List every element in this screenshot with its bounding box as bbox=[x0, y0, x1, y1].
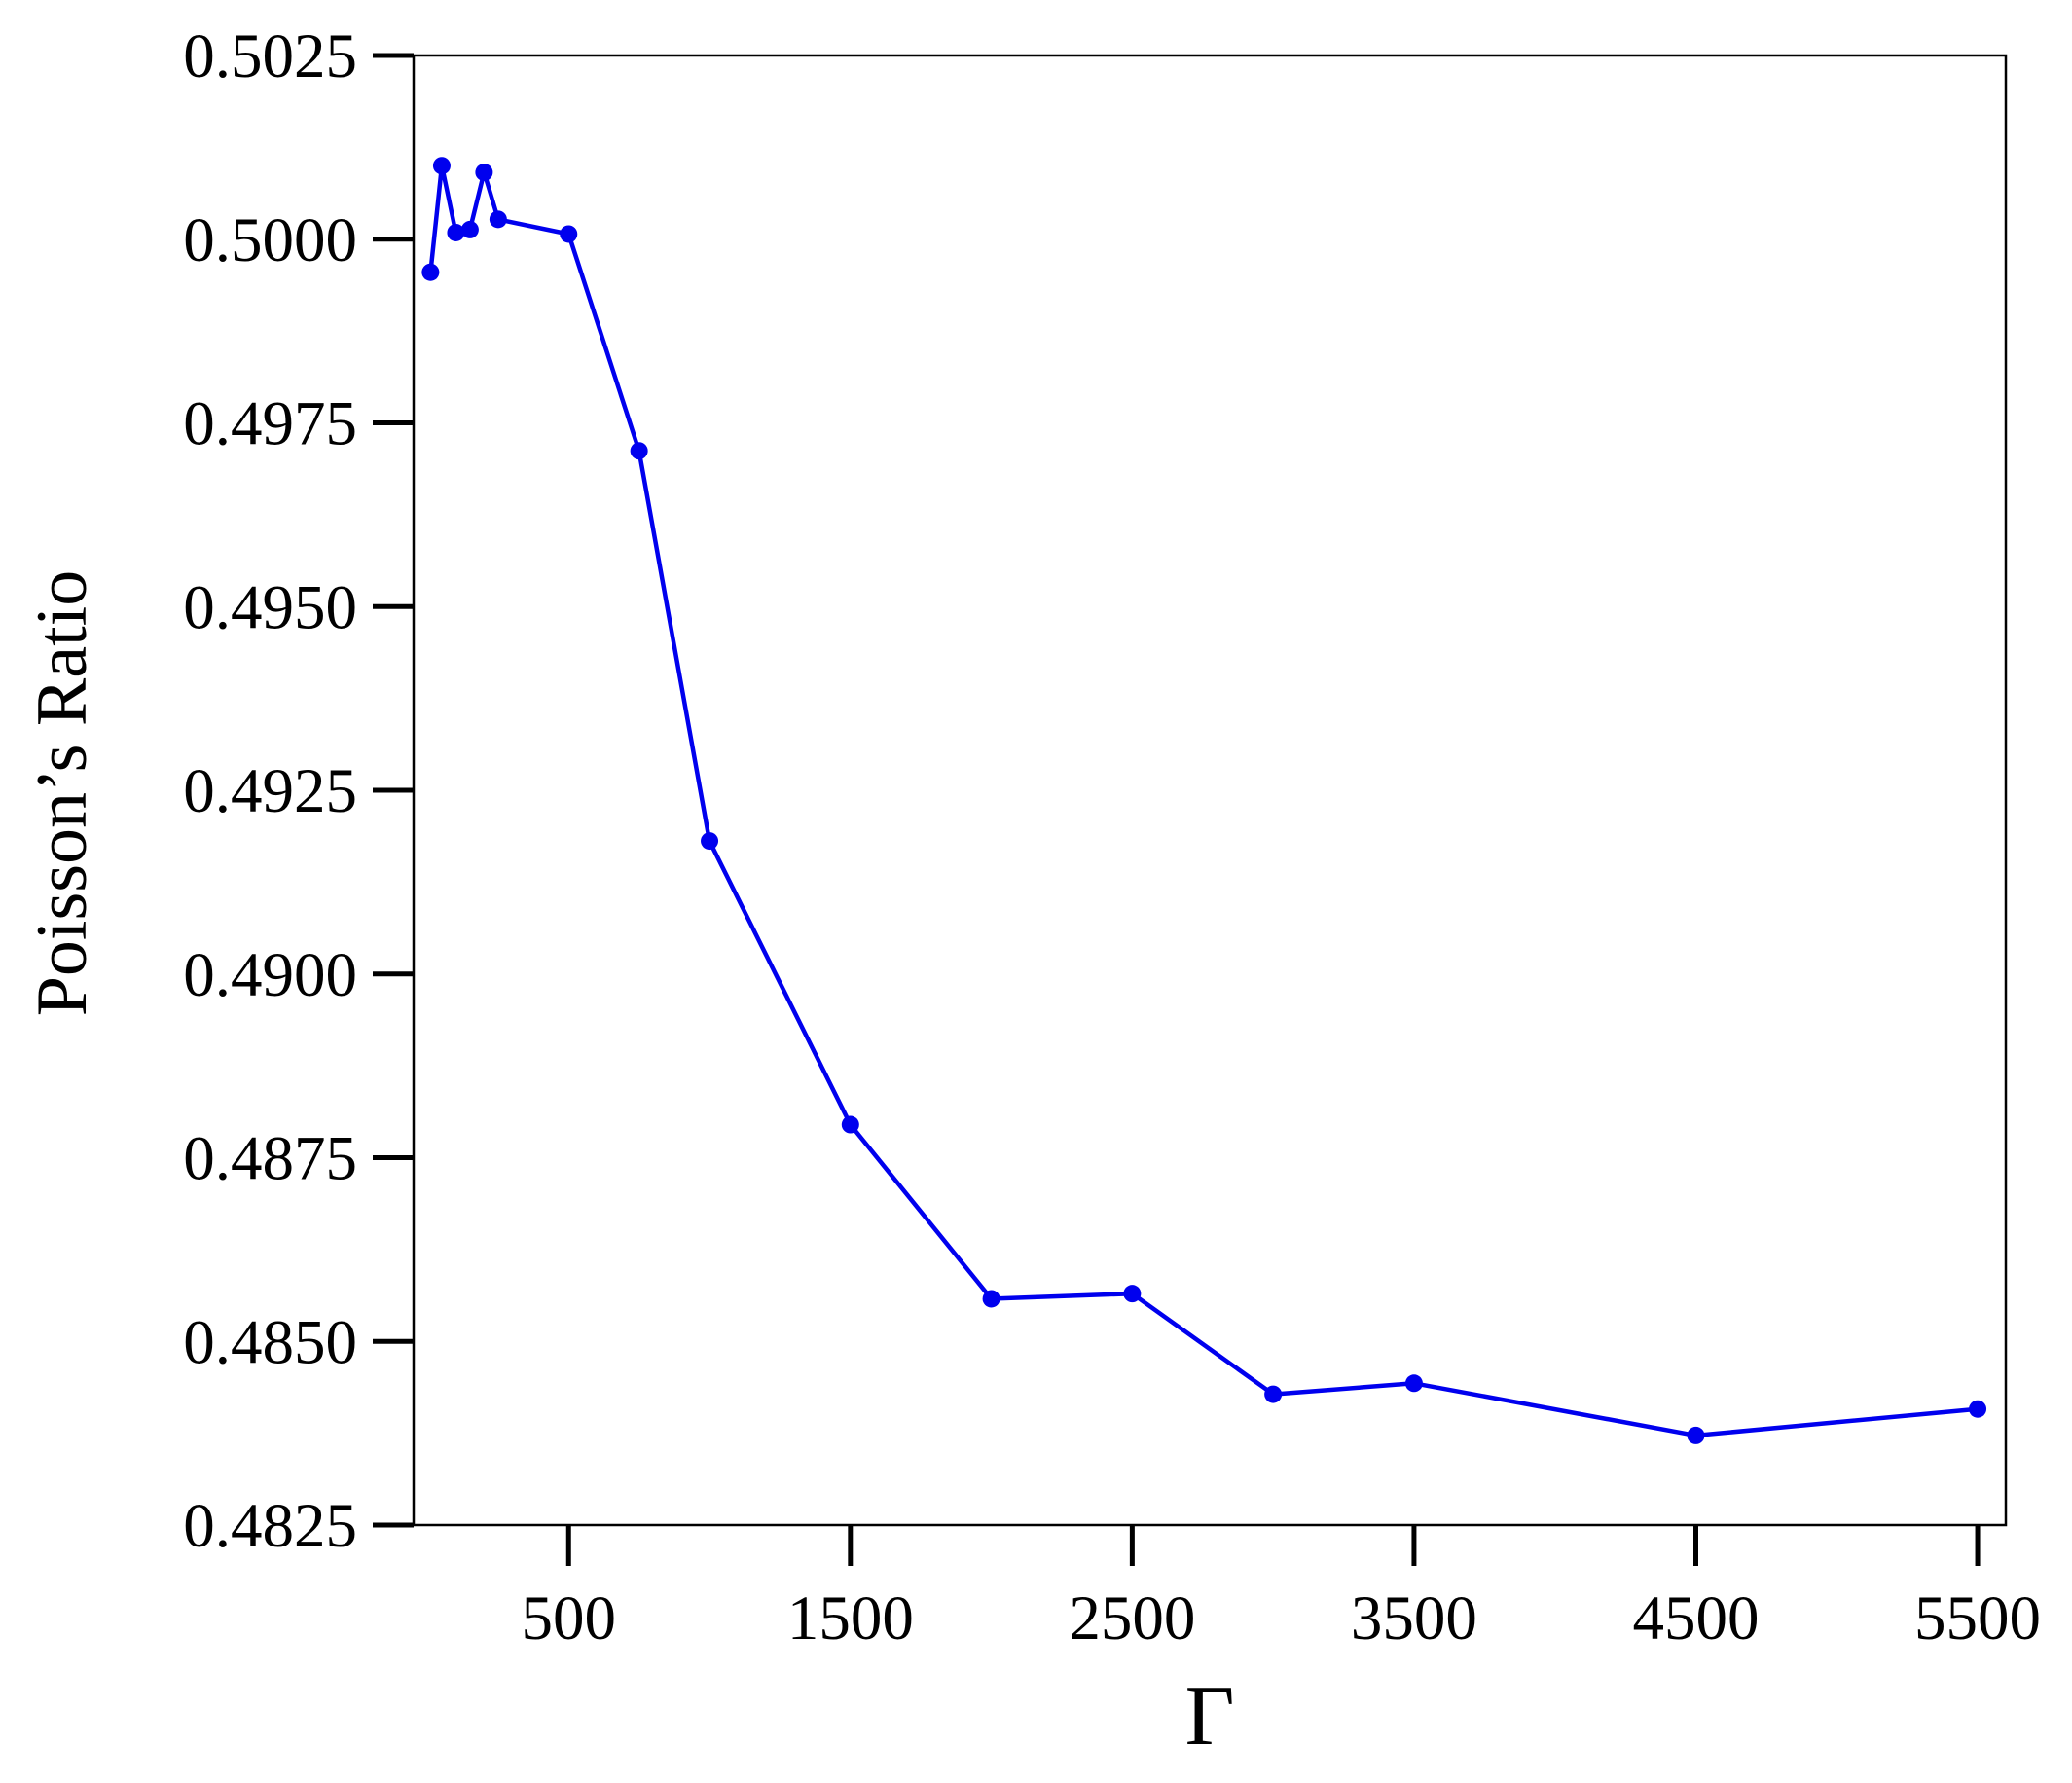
y-tick-label: 0.5000 bbox=[183, 205, 357, 275]
data-point bbox=[1404, 1374, 1423, 1393]
data-point bbox=[982, 1290, 1000, 1308]
x-tick-label: 2500 bbox=[1069, 1583, 1195, 1654]
data-series bbox=[421, 157, 1987, 1444]
data-point bbox=[1687, 1426, 1705, 1444]
y-tick-label: 0.4875 bbox=[183, 1124, 357, 1194]
x-tick-label: 500 bbox=[522, 1583, 617, 1654]
y-tick-label: 0.4925 bbox=[183, 756, 357, 826]
y-tick-label: 0.5025 bbox=[183, 21, 357, 91]
x-tick-label: 1500 bbox=[787, 1583, 914, 1654]
y-axis-ticks: 0.4825 0.4850 0.4875 0.4900 0.4925 0.4950 0.49… bbox=[183, 21, 414, 1561]
data-point bbox=[447, 223, 465, 241]
y-axis-label: Poisson’s Ratio bbox=[22, 570, 102, 1017]
series-line bbox=[428, 163, 1979, 1438]
plot-area-frame bbox=[412, 54, 2008, 1527]
data-point bbox=[1969, 1400, 1987, 1418]
data-point bbox=[432, 157, 451, 175]
y-tick-label: 0.4950 bbox=[183, 572, 357, 642]
x-axis-label: Γ bbox=[1185, 1669, 1235, 1764]
data-point bbox=[1264, 1385, 1283, 1403]
data-point bbox=[489, 210, 507, 229]
x-tick-label: 3500 bbox=[1351, 1583, 1477, 1654]
y-tick-label: 0.4850 bbox=[183, 1307, 357, 1377]
data-point bbox=[701, 832, 719, 851]
data-point bbox=[630, 442, 648, 460]
data-point bbox=[560, 225, 578, 243]
data-point bbox=[421, 263, 440, 281]
y-tick-label: 0.4900 bbox=[183, 940, 357, 1010]
x-tick-label: 5500 bbox=[1914, 1583, 2041, 1654]
data-point bbox=[1123, 1285, 1142, 1303]
data-point bbox=[460, 220, 479, 238]
data-point bbox=[475, 164, 493, 182]
data-point bbox=[841, 1115, 859, 1134]
x-axis-ticks: 500 1500 2500 3500 4500 5500 bbox=[522, 1525, 2041, 1654]
y-tick-label: 0.4975 bbox=[183, 389, 357, 459]
x-tick-label: 4500 bbox=[1632, 1583, 1759, 1654]
y-tick-label: 0.4825 bbox=[183, 1491, 357, 1561]
